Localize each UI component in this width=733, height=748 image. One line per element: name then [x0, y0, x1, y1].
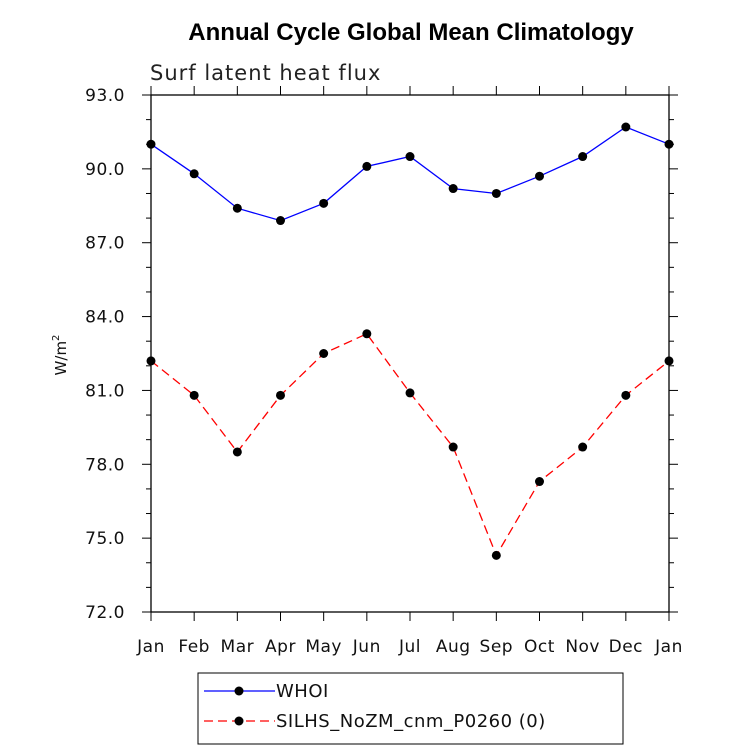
- data-point: [448, 442, 458, 452]
- data-point: [232, 203, 242, 213]
- legend-label-whoi: WHOI: [276, 681, 329, 702]
- x-tick-label: Oct: [524, 637, 555, 657]
- x-tick-label: Feb: [178, 637, 210, 657]
- legend-box: [197, 672, 624, 745]
- x-tick-label: Jan: [136, 637, 165, 657]
- x-tick-label: Jan: [654, 637, 683, 657]
- x-tick-label: Apr: [265, 637, 296, 657]
- data-point: [491, 550, 501, 560]
- data-point: [189, 169, 199, 179]
- y-tick-label: 87.0: [85, 234, 125, 254]
- data-point: [621, 390, 631, 400]
- data-point: [362, 161, 372, 171]
- axes: 72.0 75.0 78.0 81.0 84.0 87.0 90.0 93.0 Jan Feb Ma…: [85, 86, 683, 657]
- data-point: [319, 198, 329, 208]
- svg-text:W/m2: W/m2: [51, 335, 70, 376]
- legend-marker-silhs: [234, 716, 244, 726]
- y-tick-label: 72.0: [85, 603, 125, 623]
- y-axis-label: W/m2: [51, 335, 70, 376]
- data-point: [448, 184, 458, 194]
- y-tick-label: 78.0: [85, 455, 125, 475]
- data-point: [189, 390, 199, 400]
- y-tick-label: 93.0: [85, 86, 125, 106]
- y-axis-label-text: W/m: [52, 341, 70, 376]
- y-tick-label: 75.0: [85, 529, 125, 549]
- data-point: [405, 152, 415, 162]
- data-point: [578, 442, 588, 452]
- x-tick-label: Dec: [609, 637, 643, 657]
- data-point: [535, 171, 544, 181]
- data-point: [491, 188, 501, 198]
- data-point: [276, 216, 285, 226]
- data-point: [146, 356, 156, 366]
- chart-subtitle: Surf latent heat flux: [150, 61, 381, 85]
- y-tick-label: 81.0: [85, 381, 125, 401]
- data-point: [319, 349, 329, 358]
- data-point: [232, 447, 242, 457]
- x-tick-label: May: [305, 637, 342, 657]
- chart-title: Annual Cycle Global Mean Climatology: [188, 19, 634, 46]
- y-tick-label: 84.0: [85, 308, 125, 328]
- data-point: [362, 329, 372, 339]
- data-point: [146, 139, 156, 149]
- x-tick-label: Aug: [436, 637, 471, 657]
- plot-series: [146, 122, 674, 560]
- legend-label-silhs: SILHS_NoZM_cnm_P0260 (0): [276, 711, 546, 732]
- x-tick-label: Nov: [565, 637, 600, 657]
- y-tick-label: 90.0: [85, 160, 125, 180]
- legend-marker-whoi: [234, 686, 244, 696]
- series-line-1: [150, 332, 670, 557]
- data-point: [276, 390, 285, 400]
- x-tick-label: Mar: [221, 637, 255, 657]
- data-point: [535, 477, 544, 487]
- data-point: [664, 356, 674, 366]
- data-point: [621, 122, 631, 132]
- x-tick-label: Jul: [398, 637, 421, 657]
- x-tick-label: Jun: [352, 637, 381, 657]
- data-point: [405, 388, 415, 398]
- data-point: [664, 139, 674, 149]
- y-axis-label-superscript: 2: [51, 335, 62, 341]
- x-tick-label: Sep: [480, 637, 514, 657]
- data-point: [578, 152, 588, 162]
- plot-frame: [150, 94, 670, 613]
- legend: WHOI SILHS_NoZM_cnm_P0260 (0): [197, 672, 624, 745]
- series-line-0: [150, 126, 670, 222]
